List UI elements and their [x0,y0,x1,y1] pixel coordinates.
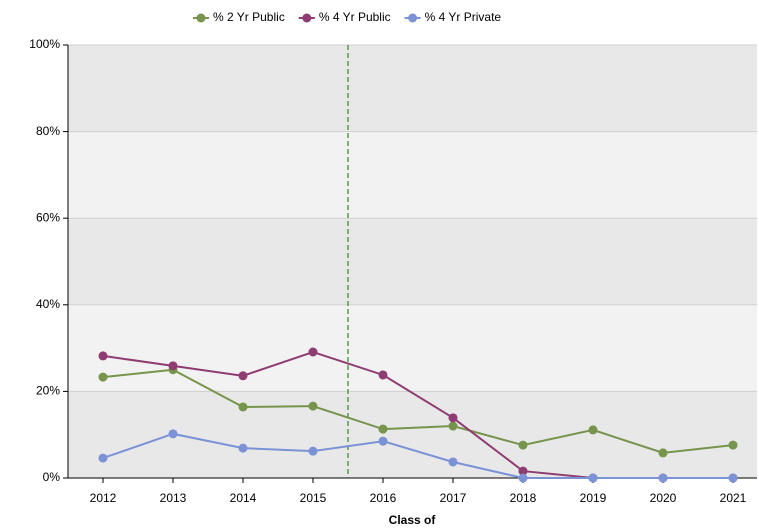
data-point [728,473,738,483]
y-tick-label: 40% [36,297,60,311]
data-point [168,361,178,371]
series-line [102,368,734,454]
data-point [308,347,318,357]
x-tick-label: 2017 [440,491,467,505]
data-point [308,446,318,456]
y-tick-label: 100% [29,37,60,51]
x-tick-label: 2021 [720,491,747,505]
data-point [378,370,388,380]
data-point [98,351,108,361]
data-point [658,473,668,483]
data-point [168,429,178,439]
data-point [98,453,108,463]
data-point [518,440,528,450]
legend-label: % 2 Yr Public [213,10,285,24]
data-point [238,402,248,412]
legend-label: % 4 Yr Private [425,10,502,24]
legend-marker [302,13,312,23]
plot-band [68,131,757,219]
data-point [448,457,458,467]
plot-band [68,218,757,305]
legend-marker [196,13,206,23]
data-point [238,371,248,381]
x-tick-label: 2015 [300,491,327,505]
plot-band [68,45,757,132]
data-point [518,473,528,483]
data-point [308,401,318,411]
data-point [448,413,458,423]
x-axis-title: Class of [389,513,437,527]
y-tick-label: 0% [43,470,61,484]
x-tick-label: 2012 [90,491,117,505]
data-point [658,448,668,458]
y-tick-label: 60% [36,210,60,224]
legend-marker [408,13,418,23]
data-point [588,425,598,435]
plot-band [68,391,757,478]
x-tick-label: 2013 [160,491,187,505]
x-tick-label: 2020 [650,491,677,505]
y-tick-label: 20% [36,384,60,398]
x-tick-label: 2018 [510,491,537,505]
x-tick-label: 2019 [580,491,607,505]
data-point [518,466,528,476]
legend-label: % 4 Yr Public [319,10,391,24]
data-point [378,436,388,446]
series-line [102,432,733,479]
data-point [378,424,388,434]
data-point [98,372,108,382]
plot-band [68,304,757,392]
legend: % 2 Yr Public % 4 Yr Public % 4 Yr Private [193,10,501,24]
data-point [238,443,248,453]
data-point [728,440,738,450]
x-tick-label: 2016 [370,491,397,505]
x-tick-label: 2014 [230,491,257,505]
y-tick-label: 80% [36,124,60,138]
data-point [448,421,458,431]
data-point [588,473,598,483]
